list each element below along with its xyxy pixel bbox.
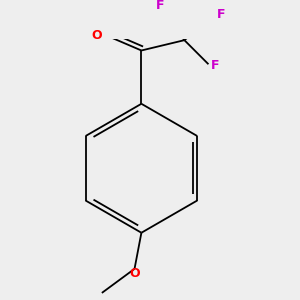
Text: F: F (217, 8, 226, 21)
Text: F: F (156, 0, 165, 12)
Text: O: O (92, 28, 102, 41)
Text: O: O (129, 267, 140, 280)
Text: F: F (211, 59, 220, 73)
